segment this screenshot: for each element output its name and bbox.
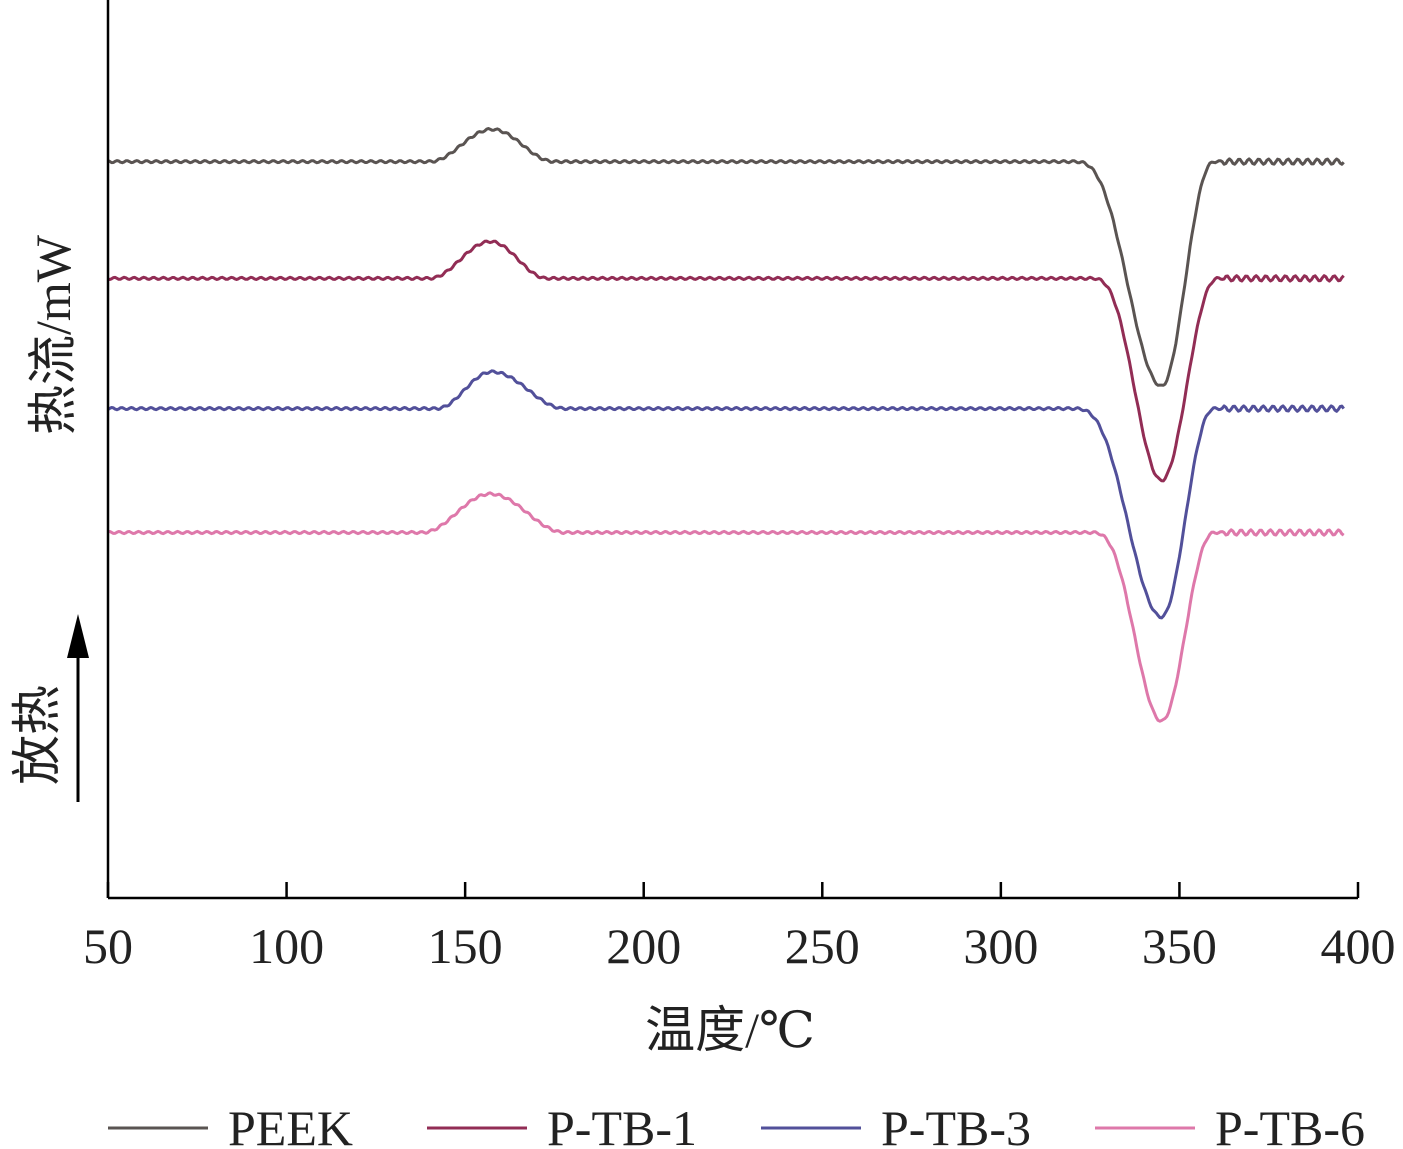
x-tick-label: 50 (83, 918, 133, 974)
series-line-p-tb-3 (107, 369, 1345, 620)
legend-label: P-TB-6 (1215, 1100, 1365, 1149)
legend: PEEK P-TB-1 P-TB-3 P-TB-6 (108, 1100, 1365, 1149)
legend-label: P-TB-3 (881, 1100, 1031, 1149)
exo-arrow-icon (67, 614, 89, 658)
x-ticks: 50 100 150 200 250 300 350 400 (83, 882, 1396, 974)
y-axis-label: 热流/mW (25, 234, 81, 435)
series-line-peek (107, 127, 1345, 387)
x-tick-label: 300 (963, 918, 1038, 974)
x-axis-label: 温度/℃ (645, 1002, 815, 1058)
x-tick-label: 250 (785, 918, 860, 974)
plot-lines (107, 127, 1345, 723)
x-tick-label: 100 (249, 918, 324, 974)
x-tick-label: 200 (606, 918, 681, 974)
series-line-p-tb-6 (107, 491, 1345, 723)
legend-label: P-TB-1 (547, 1100, 697, 1149)
x-tick-label: 150 (428, 918, 503, 974)
x-tick-label: 400 (1321, 918, 1396, 974)
exo-label: 放热 (9, 685, 65, 785)
x-tick-label: 350 (1142, 918, 1217, 974)
legend-label: PEEK (228, 1100, 353, 1149)
series-line-p-tb-1 (107, 239, 1345, 483)
